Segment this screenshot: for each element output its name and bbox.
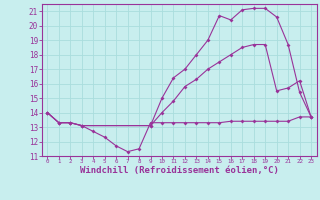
X-axis label: Windchill (Refroidissement éolien,°C): Windchill (Refroidissement éolien,°C) — [80, 166, 279, 175]
